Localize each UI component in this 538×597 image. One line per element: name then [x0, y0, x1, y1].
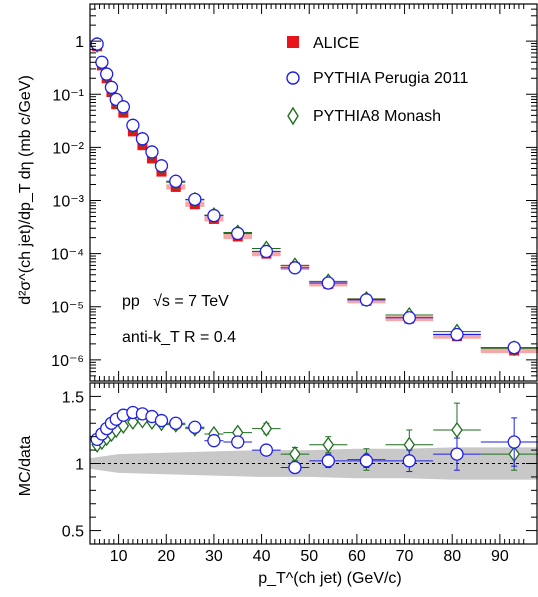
y-tick-label: 1 [75, 457, 84, 474]
x-tick-label: 60 [348, 548, 366, 565]
perugia-point [169, 174, 183, 188]
y-axis-title-ratio: MC/data [17, 436, 34, 497]
perugia-point [135, 132, 150, 146]
x-axis-title: p_T^(ch jet) (GeV/c) [258, 570, 402, 587]
perugia-ratio-point [359, 454, 374, 468]
y-tick-label: 10⁻⁴ [51, 247, 84, 264]
x-tick-label: 70 [396, 548, 414, 565]
legend-marker-perugia [286, 71, 300, 85]
x-tick-label: 10 [110, 548, 128, 565]
perugia-ratio-point [507, 435, 521, 449]
perugia-ratio-point [154, 413, 169, 428]
monash-ratio-point [322, 436, 335, 453]
annotation-algorithm: anti-k_T R = 0.4 [122, 329, 236, 346]
y-axis-title-top: d²σ^(ch jet)/dp_T dη (mb c/GeV) [17, 75, 34, 305]
perugia-point [104, 80, 119, 94]
y-tick-label: 10⁻² [52, 140, 84, 157]
perugia-point [402, 311, 416, 325]
perugia-ratio-point [207, 434, 221, 448]
perugia-ratio-point [450, 447, 464, 461]
y-tick-label: 10⁻⁶ [51, 353, 84, 370]
x-tick-label: 40 [253, 548, 271, 565]
y-tick-label: 10⁻⁵ [51, 300, 84, 317]
spectrum-panel: 10⁻⁶ 10⁻⁵ 10⁻⁴ 10⁻³ 10⁻² 10⁻¹ 1 [51, 3, 538, 382]
y-tick-label: 1 [75, 34, 84, 51]
x-tick-label: 30 [205, 548, 223, 565]
y-tick-label: 10⁻¹ [52, 87, 84, 104]
legend: ALICE PYTHIA Perugia 2011 PYTHIA8 Monash [286, 35, 468, 126]
perugia-ratio-point [188, 420, 202, 434]
perugia-ratio-point [321, 454, 335, 468]
perugia-ratio-point [259, 443, 273, 457]
legend-label-alice: ALICE [313, 35, 359, 52]
perugia-point [126, 118, 140, 132]
perugia-ratio-point [169, 416, 183, 430]
perugia-point [231, 226, 245, 241]
x-tick-label: 20 [157, 548, 175, 565]
perugia-point [507, 340, 521, 355]
annotation-system: pp √s = 7 TeV [122, 293, 229, 310]
perugia-point [145, 145, 159, 159]
legend-marker-alice [287, 36, 299, 48]
perugia-point [116, 100, 131, 114]
perugia-point [100, 67, 114, 81]
perugia-ratio-point [402, 454, 416, 468]
perugia-ratio-point [288, 460, 302, 475]
y-tick-label: 0.5 [62, 524, 84, 541]
x-tick-label: 90 [491, 548, 509, 565]
x-tick-label: 50 [300, 548, 318, 565]
x-tick-label: 80 [443, 548, 461, 565]
y-tick-label: 1.5 [62, 389, 84, 406]
perugia-point [288, 261, 302, 275]
perugia-point [90, 37, 104, 51]
perugia-ratio-point [231, 435, 245, 449]
legend-label-perugia: PYTHIA Perugia 2011 [313, 70, 468, 87]
ratio-panel: 0.5 1 1.5 10 20 30 40 50 60 70 80 90 [62, 382, 538, 565]
perugia-point [450, 327, 464, 342]
perugia-point [207, 208, 221, 223]
perugia-point [321, 276, 335, 290]
perugia-point [154, 159, 169, 173]
monash-ratio-point [451, 421, 463, 439]
perugia-point [259, 244, 273, 259]
legend-marker-monash [287, 106, 299, 126]
perugia-point [188, 192, 202, 207]
monash-ratio-point [260, 420, 273, 437]
legend-label-monash: PYTHIA8 Monash [313, 108, 441, 125]
perugia-point [95, 55, 109, 69]
y-tick-label: 10⁻³ [52, 193, 84, 210]
plot-frame-top [89, 3, 538, 382]
perugia-point [359, 293, 374, 307]
